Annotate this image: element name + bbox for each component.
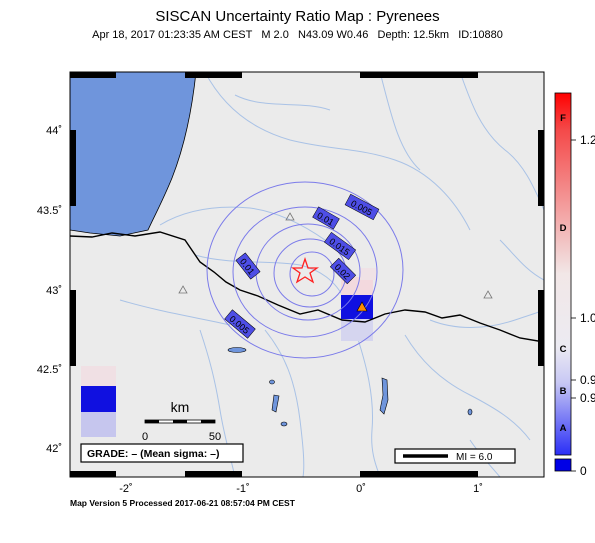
- event-datetime: Apr 18, 2017 01:23:35 AM CEST: [92, 29, 253, 41]
- grade-letter-b: B: [560, 386, 567, 397]
- event-magnitude: M 2.0: [261, 29, 289, 41]
- lon-tick-label: 1˚: [473, 483, 483, 495]
- svg-text:0: 0: [142, 431, 148, 443]
- colorbar-value: 0.9: [580, 373, 595, 387]
- colorbar-value: 0.9: [580, 391, 595, 405]
- lat-tick-label: 43˚: [46, 285, 62, 297]
- map-area: 0.005 0.01 0.015 0.02 0.01 0.005: [70, 72, 544, 477]
- lat-tick-label: 43.5˚: [37, 205, 62, 217]
- epicenter-star-icon: [290, 256, 320, 284]
- grade-letter-a: A: [560, 423, 567, 434]
- event-id: ID:10880: [458, 29, 503, 41]
- lon-tick-label: -2˚: [119, 483, 132, 495]
- svg-text:MI = 6.0: MI = 6.0: [456, 452, 493, 463]
- contour-labels: 0.005 0.01 0.015 0.02 0.01 0.005: [224, 193, 380, 339]
- event-info: Apr 18, 2017 01:23:35 AM CEST M 2.0 N43.…: [0, 29, 595, 41]
- lat-axis: 44˚ 43.5˚ 43˚ 42.5˚ 42˚: [37, 125, 62, 455]
- map-frame: [69, 71, 545, 478]
- lon-tick-label: 0˚: [356, 483, 366, 495]
- colorbar-value: 1.2: [580, 133, 595, 147]
- svg-text:GRADE: – (Mean sigma: –): GRADE: – (Mean sigma: –): [87, 448, 219, 460]
- colorbar-value: 0: [580, 464, 587, 478]
- ratio-cells: [81, 268, 376, 437]
- event-depth: Depth: 12.5km: [377, 29, 450, 41]
- map-title: SISCAN Uncertainty Ratio Map : Pyrenees: [155, 8, 440, 25]
- lon-axis: -2˚ -1˚ 0˚ 1˚: [119, 483, 483, 495]
- station-markers: [178, 212, 493, 299]
- svg-text:50: 50: [209, 431, 221, 443]
- svg-text:km: km: [171, 399, 190, 415]
- national-border: [70, 231, 544, 343]
- event-location: N43.09 W0.46: [298, 29, 369, 41]
- mi-legend: MI = 6.0: [394, 448, 516, 464]
- footer-note: Map Version 5 Processed 2017-06-21 08:57…: [70, 498, 295, 508]
- grade-letter-c: C: [560, 344, 567, 355]
- lon-tick-label: -1˚: [236, 483, 249, 495]
- grade-letter-d: D: [560, 223, 567, 234]
- grade-box: GRADE: – (Mean sigma: –): [80, 443, 244, 463]
- lat-tick-label: 42.5˚: [37, 364, 62, 376]
- colorbar: F D C B A 1.2 1.0 0.9 0.9 0: [554, 92, 595, 478]
- lat-tick-label: 42˚: [46, 443, 62, 455]
- lat-tick-label: 44˚: [46, 125, 62, 137]
- grade-letter-f: F: [560, 113, 566, 124]
- colorbar-value: 1.0: [580, 311, 595, 325]
- bay-of-biscay: [70, 72, 197, 237]
- lakes: [227, 347, 473, 427]
- scale-bar: km 0 50: [142, 399, 221, 443]
- station-icon: [356, 301, 368, 312]
